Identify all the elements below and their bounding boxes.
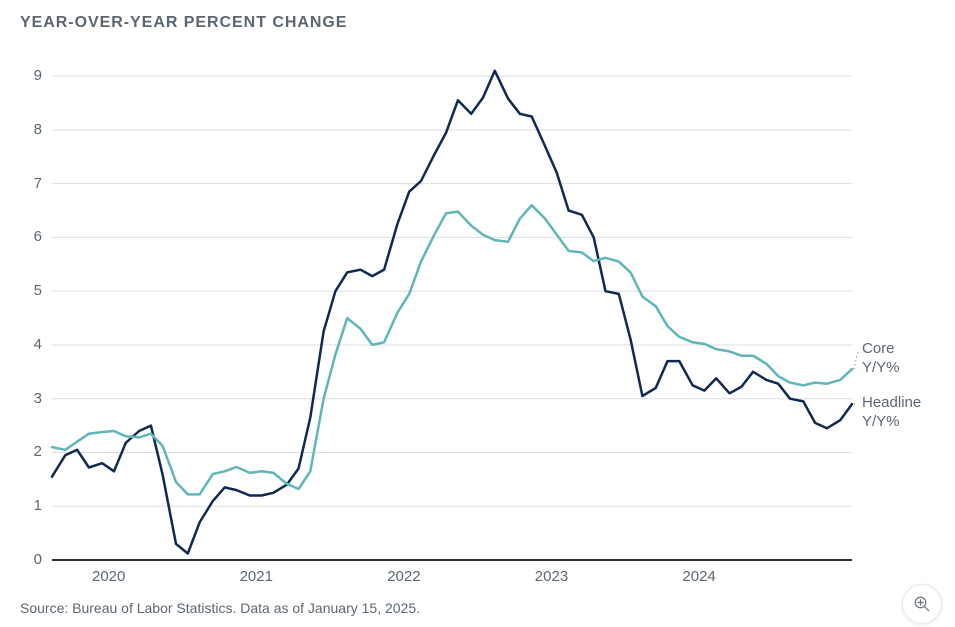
gridlines (52, 76, 852, 506)
series-label-headline: Headline Y/Y% (862, 394, 921, 432)
y-tick-label: 7 (34, 175, 42, 192)
magnify-plus-icon (913, 595, 931, 613)
y-tick-label: 8 (34, 121, 42, 138)
y-tick-label: 5 (34, 282, 42, 299)
y-tick-label: 4 (34, 336, 42, 353)
x-tick-label: 2023 (535, 568, 568, 585)
label-connector (854, 350, 858, 369)
x-tick-label: 2024 (682, 568, 715, 585)
series-label-core: Core Y/Y% (862, 340, 900, 378)
y-tick-label: 3 (34, 390, 42, 407)
line-chart (0, 0, 955, 627)
x-tick-label: 2020 (92, 568, 125, 585)
y-tick-label: 1 (34, 497, 42, 514)
y-tick-label: 9 (34, 67, 42, 84)
y-tick-label: 2 (34, 443, 42, 460)
series-line (52, 205, 852, 494)
source-note: Source: Bureau of Labor Statistics. Data… (20, 600, 420, 616)
series-group (52, 71, 858, 554)
series-line (52, 71, 852, 554)
x-tick-label: 2021 (240, 568, 273, 585)
y-tick-label: 0 (34, 551, 42, 568)
y-tick-label: 6 (34, 228, 42, 245)
x-tick-label: 2022 (387, 568, 420, 585)
zoom-button[interactable] (902, 584, 942, 624)
